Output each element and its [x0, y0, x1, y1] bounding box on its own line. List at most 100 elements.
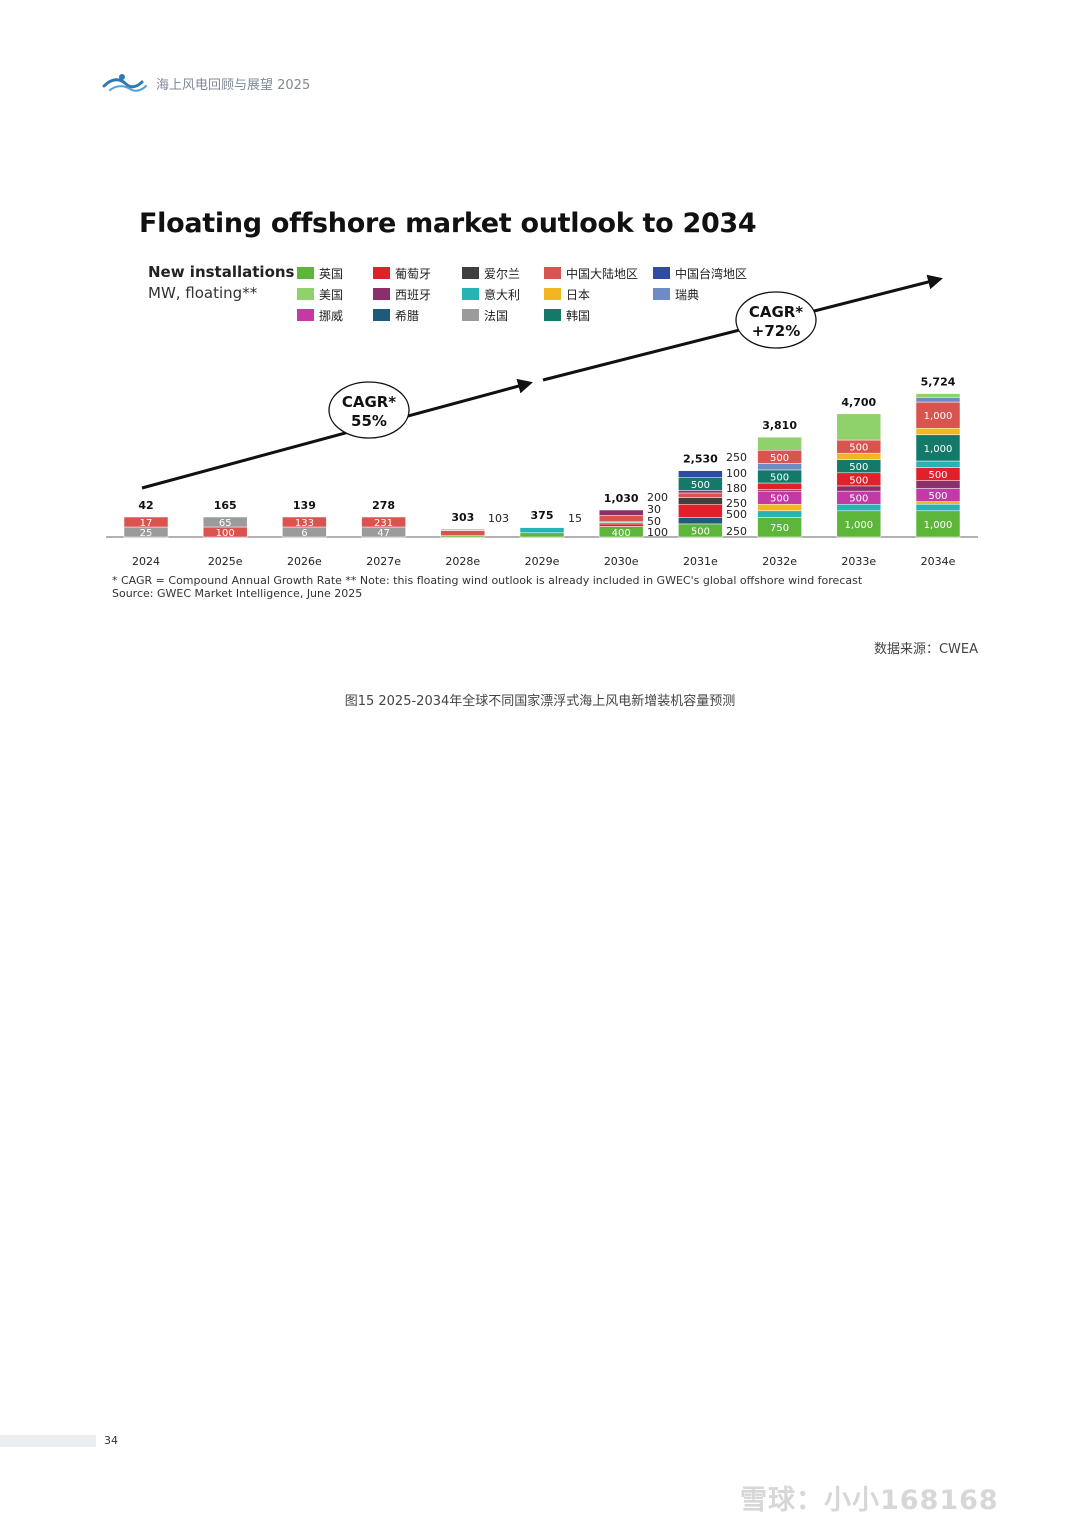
legend-label: 瑞典 [675, 287, 700, 302]
legend-swatch [462, 288, 479, 300]
legend-swatch [544, 288, 561, 300]
segment-label: 500 [928, 470, 947, 481]
y-unit-line2: MW, floating** [148, 284, 258, 302]
segment-label: 47 [377, 528, 390, 539]
segment-label: 500 [849, 494, 868, 505]
legend-label: 意大利 [484, 287, 521, 302]
cagr-bubble-1 [328, 381, 410, 439]
figure-caption: 图15 2025-2034年全球不同国家漂浮式海上风电新增装机容量预测 [344, 694, 736, 709]
side-value-label: 100 [647, 526, 668, 539]
bar-segment-tw [678, 470, 723, 478]
segment-label: 500 [691, 526, 710, 537]
bar-segment-es [836, 485, 882, 492]
total-label: 5,724 [921, 376, 956, 389]
legend-swatch [373, 267, 390, 279]
legend-swatch [297, 288, 314, 300]
bar-segment-us [757, 436, 802, 451]
legend-item-jp: 日本 [544, 286, 653, 302]
total-label: 165 [214, 499, 237, 512]
total-label: 42 [138, 499, 153, 512]
category-label: 2034e [921, 555, 956, 568]
bar-segment-cn [440, 530, 486, 536]
stacked-bar-chart: CAGR*55%CAGR*+72%2517422024100651652025e… [106, 274, 978, 568]
bar-segment-ie [678, 497, 723, 505]
category-label: 2028e [445, 555, 480, 568]
legend-swatch [653, 288, 670, 300]
legend-swatch [544, 267, 561, 279]
bar-segment-uk [915, 510, 961, 538]
legend-item-se: 瑞典 [653, 286, 763, 302]
bar-segment-it [519, 527, 565, 534]
segment-label: 65 [219, 518, 232, 529]
cagr-value: 55% [351, 412, 387, 430]
side-value-label: 180 [726, 482, 747, 495]
bar-segment-cn [123, 516, 169, 528]
legend-item-es: 西班牙 [373, 286, 462, 302]
watermark: 雪球：小小168168 [740, 1485, 999, 1516]
bar-segment-es [915, 480, 961, 489]
category-label: 2024 [132, 555, 160, 568]
total-label: 375 [531, 509, 554, 522]
category-label: 2026e [287, 555, 322, 568]
legend-swatch [544, 309, 561, 321]
footnote-source: Source: GWEC Market Intelligence, June 2… [112, 587, 363, 600]
segment-label: 133 [295, 518, 314, 529]
bar-segment-cn [678, 492, 723, 498]
segment-label: 1,000 [924, 411, 953, 422]
bar-segment-jp [915, 427, 961, 436]
legend-swatch [373, 309, 390, 321]
legend-label: 法国 [484, 308, 509, 323]
bar-segment-se [915, 397, 961, 403]
bar-segment-cn [282, 516, 327, 528]
legend-item-us: 美国 [297, 286, 373, 302]
segment-label: 17 [140, 518, 153, 529]
category-label: 2033e [841, 555, 876, 568]
legend-item-fr: 法国 [462, 307, 544, 323]
legend-item-ie: 爱尔兰 [462, 265, 544, 281]
segment-label: 100 [216, 528, 235, 539]
cagr-bubble-2 [735, 291, 817, 349]
side-value-label: 250 [726, 525, 747, 538]
bar-segment-es [440, 528, 486, 531]
side-value-label: 30 [647, 503, 661, 516]
total-label: 3,810 [762, 419, 797, 432]
segment-label: 500 [691, 480, 710, 491]
cagr-label: CAGR* [749, 303, 803, 321]
legend-item-gr: 希腊 [373, 307, 462, 323]
legend-label: 挪威 [319, 308, 344, 323]
bar-segment-se [757, 463, 802, 471]
bar-segment-cn [598, 514, 644, 523]
segment-label: 6 [301, 528, 307, 539]
bar-segment-gr [678, 517, 723, 525]
bar-segment-it [915, 503, 961, 512]
segment-label: 500 [849, 443, 868, 454]
bar-segment-jp [757, 503, 802, 512]
bar-segment-uk [836, 510, 882, 538]
page-number-bar [0, 1435, 96, 1447]
bar-segment-it [915, 460, 961, 468]
total-label: 139 [293, 499, 316, 512]
chart-footnote: * CAGR = Compound Annual Growth Rate ** … [112, 574, 862, 600]
legend-item-kr: 韩国 [544, 307, 653, 323]
legend-item-cn: 中国大陆地区 [544, 265, 653, 281]
total-label: 1,030 [604, 492, 639, 505]
legend-item-pt: 葡萄牙 [373, 265, 462, 281]
category-label: 2027e [366, 555, 401, 568]
cagr-arrow-1 [141, 378, 533, 490]
side-value-label: 250 [726, 497, 747, 510]
bar-segment-it [757, 510, 802, 518]
legend-label: 日本 [566, 287, 591, 302]
legend-label: 英国 [319, 266, 344, 281]
bar-segment-us [915, 393, 961, 398]
legend-item-uk: 英国 [297, 265, 373, 281]
legend-label: 西班牙 [395, 287, 432, 302]
total-label: 4,700 [841, 396, 876, 409]
segment-label: 400 [612, 528, 631, 539]
side-value-label: 15 [568, 512, 582, 525]
total-label: 2,530 [683, 453, 718, 466]
legend-label: 葡萄牙 [395, 266, 432, 281]
segment-label: 231 [374, 518, 393, 529]
data-source: 数据来源：CWEA [873, 642, 978, 657]
category-label: 2029e [525, 555, 560, 568]
category-label: 2025e [208, 555, 243, 568]
